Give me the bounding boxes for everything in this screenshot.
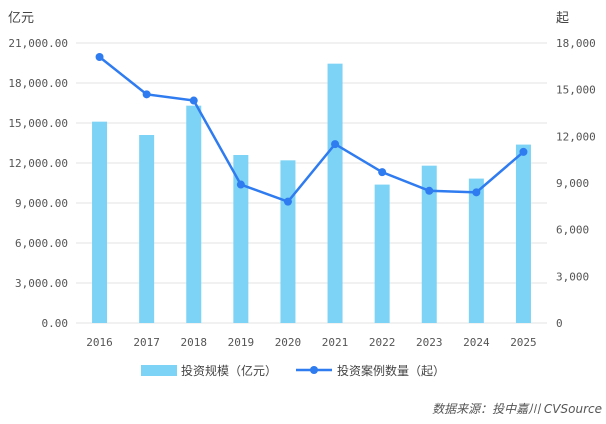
- legend-line-marker: [310, 366, 318, 374]
- right-tick-label: 9,000: [556, 177, 589, 190]
- series-line: [98, 56, 525, 204]
- line-point: [95, 53, 104, 61]
- x-tick-label: 2017: [133, 336, 160, 349]
- bar: [421, 165, 437, 323]
- right-tick-label: 15,000: [556, 84, 596, 97]
- line-point: [331, 140, 340, 149]
- line-point: [472, 188, 481, 197]
- x-tick-label: 2023: [416, 336, 443, 349]
- legend-bar-label: 投资规模（亿元）: [181, 363, 277, 378]
- left-axis-unit: 亿元: [8, 11, 34, 26]
- right-tick-label: 6,000: [556, 224, 589, 237]
- right-tick-label: 18,000: [556, 37, 596, 50]
- line-point: [189, 96, 198, 105]
- line-point: [378, 168, 387, 177]
- x-tick-label: 2016: [86, 336, 113, 349]
- right-axis-unit: 起: [556, 11, 569, 26]
- x-tick-label: 2019: [228, 336, 255, 349]
- x-tick-label: 2024: [463, 336, 490, 349]
- line-point: [142, 90, 151, 99]
- left-tick-label: 9,000.00: [15, 197, 68, 210]
- left-tick-label: 6,000.00: [15, 237, 68, 250]
- line-point: [236, 180, 245, 189]
- line-point: [519, 147, 528, 156]
- bar: [468, 178, 484, 323]
- right-tick-label: 12,000: [556, 130, 596, 143]
- bar: [280, 160, 296, 323]
- x-tick-label: 2020: [275, 336, 302, 349]
- legend: 投资规模（亿元） 投资案例数量（起）: [141, 363, 445, 378]
- source-note: 数据来源：投中嘉川 CVSource: [432, 402, 602, 416]
- left-tick-label: 18,000.00: [8, 77, 68, 90]
- x-tick-label: 2021: [322, 336, 349, 349]
- left-tick-label: 15,000.00: [8, 117, 68, 130]
- bar: [233, 155, 249, 323]
- left-tick-label: 12,000.00: [8, 157, 68, 170]
- legend-line-label: 投资案例数量（起）: [337, 363, 445, 378]
- right-tick-label: 0: [556, 317, 563, 330]
- left-tick-label: 21,000.00: [8, 37, 68, 50]
- left-tick-label: 0.00: [42, 317, 69, 330]
- legend-bar-swatch: [141, 365, 177, 376]
- left-tick-label: 3,000.00: [15, 277, 68, 290]
- x-tick-label: 2022: [369, 336, 396, 349]
- x-tick-label: 2018: [181, 336, 208, 349]
- right-tick-label: 3,000: [556, 270, 589, 283]
- line-point: [425, 186, 434, 195]
- bar: [92, 121, 108, 324]
- x-tick-label: 2025: [510, 336, 537, 349]
- bar: [374, 184, 390, 323]
- bar: [327, 63, 343, 324]
- bar: [186, 105, 202, 324]
- line-point: [283, 197, 292, 206]
- bar: [139, 135, 155, 323]
- bar: [515, 144, 531, 323]
